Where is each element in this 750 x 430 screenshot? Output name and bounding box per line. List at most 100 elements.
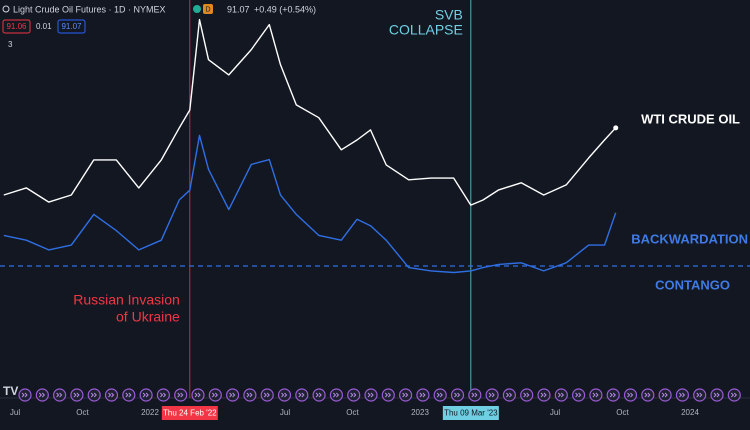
series-line [3, 134, 617, 274]
event-icon [191, 388, 205, 402]
event-icon-arrow [384, 392, 392, 398]
x-tick-label: 2022 [141, 408, 159, 417]
event-icon [70, 388, 84, 402]
spread: 0.01 [36, 22, 52, 31]
event-icon [727, 388, 741, 402]
event-icon [208, 388, 222, 402]
event-icon [52, 388, 67, 402]
event-icon [641, 388, 655, 402]
logo: TV [3, 384, 18, 398]
event-icon-arrow [592, 392, 599, 398]
zone-label: CONTANGO [655, 277, 730, 292]
event-icon-arrow [56, 392, 63, 398]
ask-box[interactable] [57, 19, 86, 34]
event-icon-arrow [713, 392, 720, 398]
event-icon [364, 388, 378, 402]
event-icon [416, 388, 430, 402]
last-point [613, 125, 619, 131]
event-icon-arrow [488, 392, 495, 398]
event-icon-arrow [263, 392, 270, 398]
event-icon-arrow [125, 392, 132, 398]
date-label-box [161, 406, 218, 420]
x-tick-label: Oct [616, 408, 629, 417]
event-icon [312, 388, 326, 402]
x-tick-label: 2024 [681, 408, 699, 417]
bid[interactable]: 91.06 [6, 22, 27, 31]
status-dot [193, 5, 201, 13]
date-label: Thu 09 Mar '23 [444, 409, 498, 418]
event-label: SVB [435, 7, 463, 23]
x-tick-label: Jul [10, 408, 20, 417]
event-icon [156, 388, 170, 402]
series-line [3, 18, 617, 206]
badge: D [205, 6, 210, 13]
event-icon [295, 388, 309, 402]
event-icon [502, 388, 516, 402]
event-icon [139, 388, 153, 402]
event-icon-arrow [436, 392, 443, 398]
price: 91.07 [227, 4, 250, 14]
indicators[interactable]: 3 [8, 40, 13, 49]
event-icon-arrow [557, 392, 565, 398]
event-icon-arrow [454, 392, 461, 398]
symbol-icon [2, 5, 10, 13]
event-icon-arrow [315, 392, 322, 398]
event-icon-arrow [281, 392, 288, 398]
event-icon-arrow [246, 392, 253, 398]
event-icon [399, 388, 413, 402]
x-tick-label: Oct [346, 408, 359, 417]
date-label-box [442, 406, 499, 420]
event-icon [122, 388, 136, 402]
event-icon [87, 388, 101, 402]
event-icon-arrow [644, 392, 651, 398]
event-icon [381, 388, 395, 402]
event-icon-arrow [506, 392, 513, 398]
event-icon-arrow [367, 392, 374, 398]
series-label: WTI CRUDE OIL [641, 111, 740, 126]
event-icon [433, 388, 447, 402]
event-icon [277, 388, 292, 402]
event-icon-arrow [679, 392, 686, 398]
event-icon-arrow [298, 392, 305, 398]
event-icon [260, 388, 274, 402]
event-icon [520, 388, 534, 402]
event-icon [606, 388, 620, 402]
date-label: Thu 24 Feb '22 [163, 409, 217, 418]
bid-box[interactable] [2, 19, 31, 34]
ask[interactable]: 91.07 [61, 22, 82, 31]
event-icon-arrow [627, 392, 634, 398]
event-icon [468, 388, 482, 402]
event-icon-arrow [90, 392, 97, 398]
event-icon-arrow [523, 392, 530, 398]
event-label: Russian Invasion [73, 292, 180, 308]
event-icon-arrow [696, 392, 703, 398]
event-icon [675, 388, 690, 402]
event-icon [554, 388, 568, 402]
event-icon-arrow [73, 392, 80, 398]
x-tick-label: Oct [76, 408, 89, 417]
event-icon-arrow [142, 392, 149, 398]
event-icon [658, 388, 672, 402]
event-icon [35, 388, 49, 402]
event-icon-arrow [194, 392, 201, 398]
event-icon-arrow [471, 392, 478, 398]
event-icon [589, 388, 603, 402]
event-icon-arrow [661, 392, 668, 398]
x-tick-label: 2023 [411, 408, 429, 417]
event-icon-arrow [402, 392, 409, 398]
event-icon [693, 388, 707, 402]
symbol: Light Crude Oil Futures · 1D · NYMEX [13, 4, 166, 14]
event-icon-arrow [211, 392, 219, 398]
event-icon [104, 388, 119, 402]
event-label: COLLAPSE [389, 22, 463, 38]
event-icon [485, 388, 499, 402]
event-label: of Ukraine [116, 309, 180, 325]
event-icon-arrow [38, 392, 46, 398]
event-icon [243, 388, 257, 402]
x-tick-label: Jul [280, 408, 290, 417]
event-icon-arrow [177, 392, 184, 398]
event-icon-arrow [609, 392, 616, 398]
x-tick-label: Jul [550, 408, 560, 417]
